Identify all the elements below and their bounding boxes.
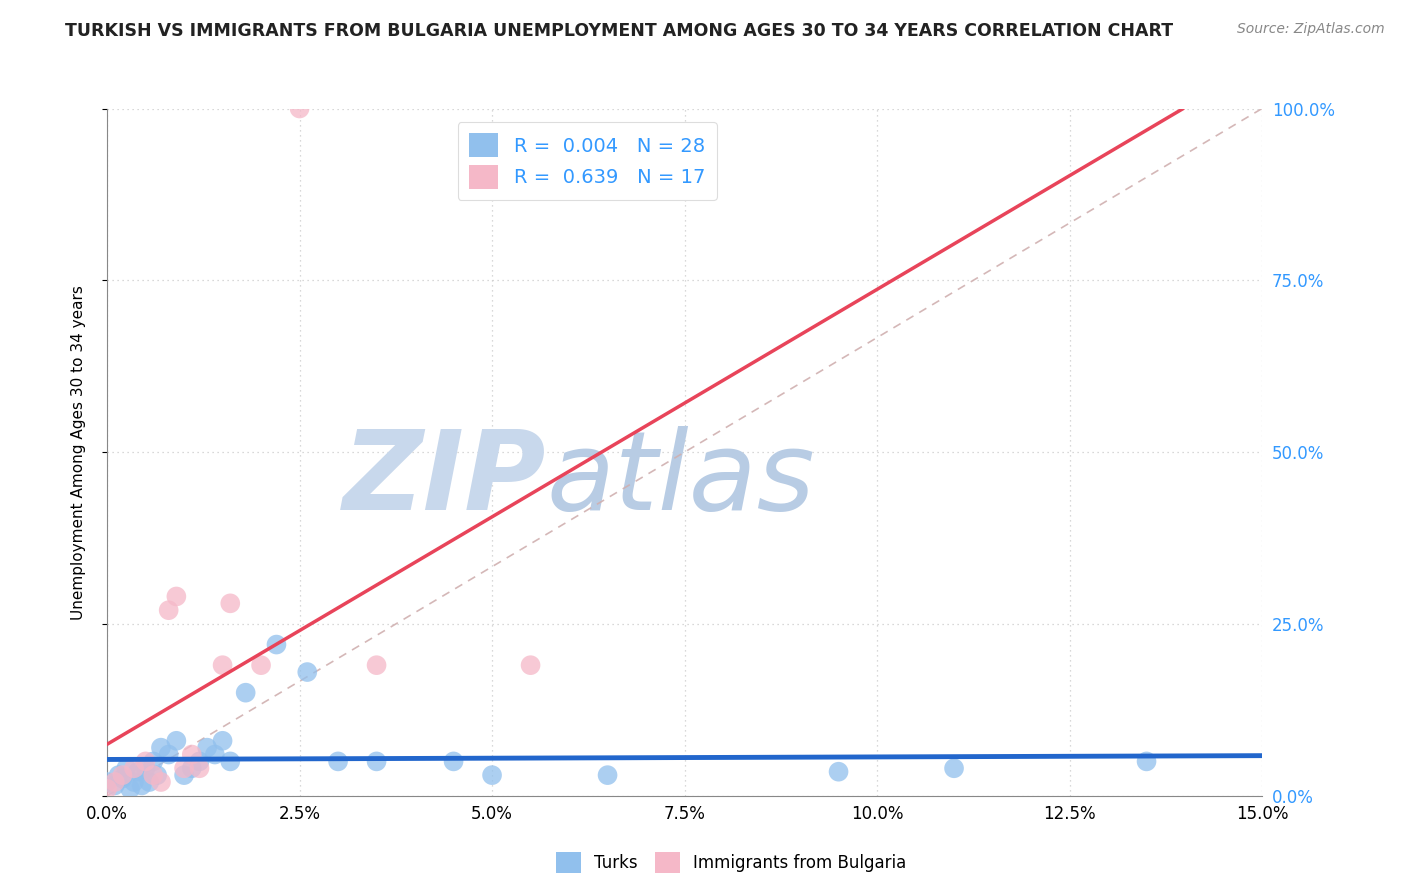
Point: [827, 764, 849, 779]
Point: [135, 761, 157, 775]
Point: [107, 768, 129, 782]
Point: [297, 665, 319, 679]
Point: [188, 761, 211, 775]
Point: [111, 768, 134, 782]
Point: [96, 775, 118, 789]
Point: [165, 733, 187, 747]
Point: [366, 658, 388, 673]
Point: [96, 781, 118, 796]
Point: [173, 761, 195, 775]
Point: [211, 733, 233, 747]
Point: [519, 658, 541, 673]
Point: [127, 764, 149, 779]
Point: [122, 761, 145, 775]
Point: [326, 755, 349, 769]
Point: [366, 755, 388, 769]
Point: [180, 761, 202, 775]
Point: [104, 779, 127, 793]
Point: [1135, 755, 1157, 769]
Point: [943, 761, 966, 775]
Point: [266, 638, 288, 652]
Point: [219, 755, 242, 769]
Point: [481, 768, 503, 782]
Text: TURKISH VS IMMIGRANTS FROM BULGARIA UNEMPLOYMENT AMONG AGES 30 TO 34 YEARS CORRE: TURKISH VS IMMIGRANTS FROM BULGARIA UNEM…: [65, 22, 1173, 40]
Point: [122, 775, 145, 789]
Point: [288, 102, 311, 116]
Point: [157, 603, 180, 617]
Point: [219, 596, 242, 610]
Point: [104, 775, 127, 789]
Point: [135, 755, 157, 769]
Point: [115, 761, 138, 775]
Legend: Turks, Immigrants from Bulgaria: Turks, Immigrants from Bulgaria: [550, 846, 912, 880]
Point: [142, 755, 165, 769]
Point: [188, 755, 211, 769]
Point: [120, 781, 142, 796]
Point: [443, 755, 465, 769]
Point: [149, 775, 172, 789]
Point: [173, 768, 195, 782]
Y-axis label: Unemployment Among Ages 30 to 34 years: Unemployment Among Ages 30 to 34 years: [72, 285, 86, 620]
Point: [157, 747, 180, 762]
Point: [250, 658, 273, 673]
Point: [204, 747, 226, 762]
Text: Source: ZipAtlas.com: Source: ZipAtlas.com: [1237, 22, 1385, 37]
Point: [235, 686, 257, 700]
Point: [180, 747, 202, 762]
Point: [138, 775, 160, 789]
Text: atlas: atlas: [546, 426, 814, 533]
Point: [131, 779, 153, 793]
Point: [149, 740, 172, 755]
Point: [165, 590, 187, 604]
Point: [596, 768, 619, 782]
Point: [211, 658, 233, 673]
Point: [142, 768, 165, 782]
Point: [146, 768, 169, 782]
Point: [111, 772, 134, 786]
Legend: R =  0.004   N = 28, R =  0.639   N = 17: R = 0.004 N = 28, R = 0.639 N = 17: [457, 121, 717, 200]
Point: [195, 740, 218, 755]
Text: ZIP: ZIP: [343, 426, 546, 533]
